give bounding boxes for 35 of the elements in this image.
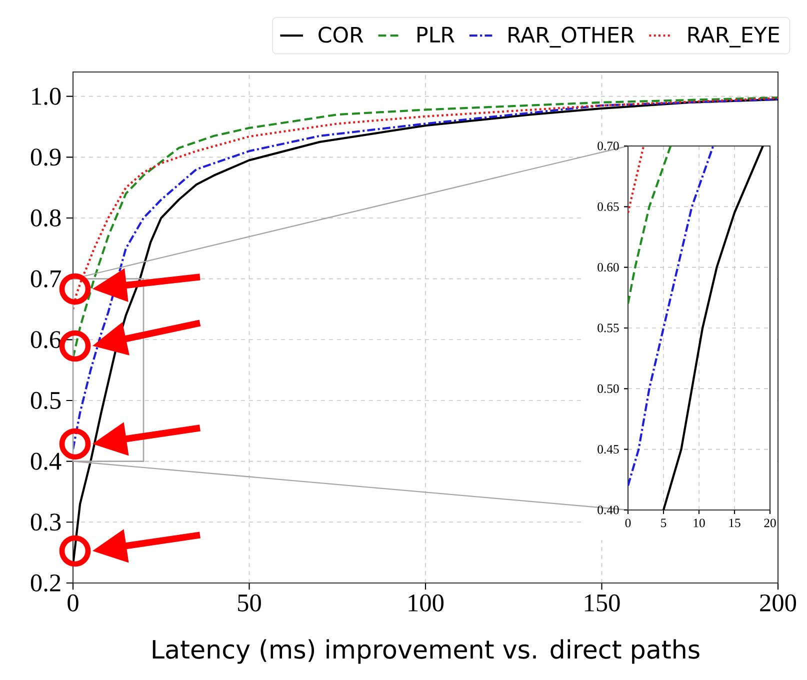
legend-label: RAR_EYE xyxy=(688,26,780,48)
legend-label: RAR_OTHER xyxy=(508,26,634,48)
y-tick-label: 0.6 xyxy=(30,331,61,348)
y-tick-label: 0.9 xyxy=(30,148,61,166)
line-series xyxy=(73,97,778,310)
line-series xyxy=(73,96,778,359)
x-tick-label: 0 xyxy=(68,594,78,612)
y-tick-label: 0.50 xyxy=(598,384,619,393)
y-tick-label: 0.5 xyxy=(30,392,61,410)
y-tick-label: 0.4 xyxy=(30,452,62,470)
x-tick-label: 5 xyxy=(661,518,666,528)
y-tick-label: 0.8 xyxy=(30,209,61,227)
y-tick-label: 0.2 xyxy=(30,574,60,592)
y-tick-label: 0.7 xyxy=(30,270,61,288)
x-tick-label: 50 xyxy=(238,594,261,612)
y-tick-label: 0.60 xyxy=(598,263,619,272)
x-tick-label: 0 xyxy=(625,518,631,528)
x-axis-title: Latency (ms) improvement vs. direct paths xyxy=(152,639,700,664)
y-tick-label: 1.0 xyxy=(32,88,61,105)
x-tick-label: 10 xyxy=(694,518,705,528)
y-tick-label: 0.45 xyxy=(598,445,619,454)
x-tick-label: 100 xyxy=(408,594,444,612)
y-tick-label: 0.65 xyxy=(598,202,619,211)
legend-label: COR xyxy=(318,26,364,43)
legend-label: PLR xyxy=(418,26,454,42)
line-series xyxy=(628,146,714,487)
y-tick-label: 0.55 xyxy=(598,324,619,332)
y-tick-label: 0.40 xyxy=(598,506,619,514)
x-tick-label: 15 xyxy=(729,518,740,528)
x-tick-label: 150 xyxy=(584,594,620,612)
line-series xyxy=(628,146,672,305)
y-tick-label: 0.70 xyxy=(598,142,619,150)
y-tick-label: 0.3 xyxy=(30,514,61,531)
x-tick-label: 20 xyxy=(764,518,776,528)
x-tick-label: 200 xyxy=(760,594,796,612)
